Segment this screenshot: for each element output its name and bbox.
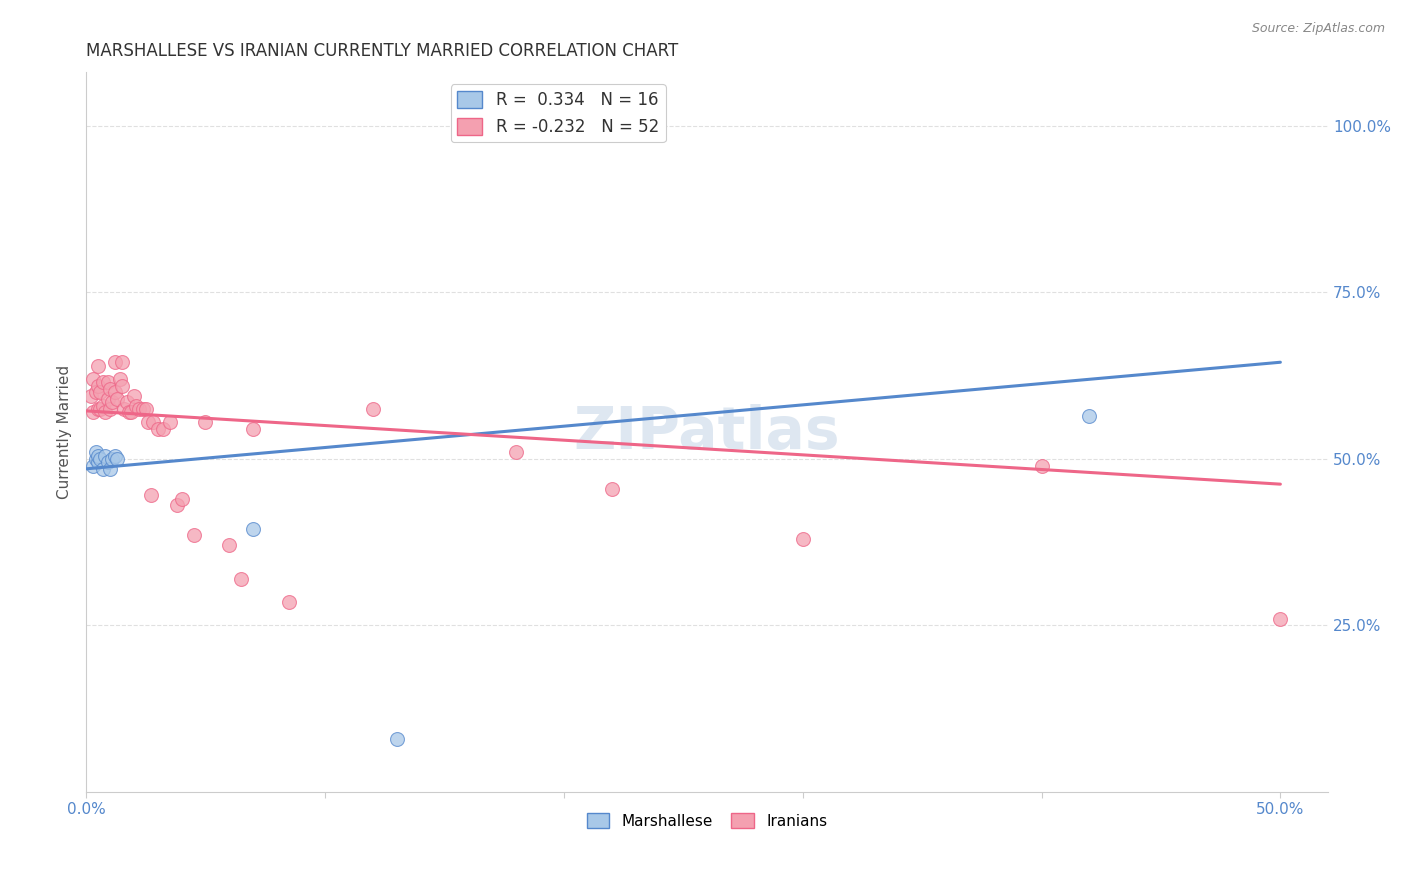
Legend: Marshallese, Iranians: Marshallese, Iranians — [581, 806, 834, 835]
Point — [91, 399, 114, 413]
Point — [97, 455, 120, 469]
Point — [89, 451, 111, 466]
Point — [104, 385, 127, 400]
Point — [82, 405, 104, 419]
Y-axis label: Currently Married: Currently Married — [58, 365, 72, 500]
Point — [1270, 612, 1292, 626]
Point — [82, 372, 104, 386]
Point — [361, 401, 384, 416]
Point — [80, 388, 103, 402]
Point — [139, 488, 162, 502]
Point — [87, 378, 110, 392]
Point — [91, 462, 114, 476]
Point — [87, 401, 110, 416]
Point — [108, 372, 131, 386]
Point — [142, 415, 165, 429]
Point — [146, 422, 169, 436]
Point — [118, 405, 141, 419]
Point — [120, 405, 142, 419]
Point — [87, 455, 110, 469]
Point — [98, 462, 121, 476]
Point — [1078, 409, 1101, 423]
Point — [91, 376, 114, 390]
Point — [183, 528, 205, 542]
Point — [505, 445, 527, 459]
Point — [1031, 458, 1053, 473]
Point — [136, 415, 159, 429]
Point — [231, 572, 253, 586]
Point — [166, 499, 188, 513]
Text: MARSHALLESE VS IRANIAN CURRENTLY MARRIED CORRELATION CHART: MARSHALLESE VS IRANIAN CURRENTLY MARRIED… — [86, 42, 678, 60]
Point — [128, 401, 150, 416]
Point — [84, 385, 107, 400]
Point — [101, 395, 124, 409]
Point — [132, 401, 155, 416]
Point — [111, 378, 134, 392]
Point — [104, 355, 127, 369]
Point — [125, 399, 148, 413]
Point — [170, 491, 193, 506]
Point — [152, 422, 174, 436]
Point — [111, 355, 134, 369]
Point — [94, 405, 117, 419]
Point — [159, 415, 181, 429]
Point — [104, 449, 127, 463]
Point — [242, 422, 264, 436]
Point — [101, 451, 124, 466]
Point — [792, 532, 814, 546]
Point — [89, 401, 111, 416]
Point — [112, 401, 135, 416]
Point — [89, 385, 111, 400]
Point — [600, 482, 623, 496]
Point — [98, 401, 121, 416]
Point — [97, 392, 120, 406]
Point — [122, 388, 145, 402]
Point — [242, 522, 264, 536]
Point — [194, 415, 217, 429]
Point — [82, 458, 104, 473]
Point — [87, 359, 110, 373]
Point — [135, 401, 157, 416]
Point — [87, 449, 110, 463]
Point — [385, 731, 408, 746]
Point — [84, 445, 107, 459]
Point — [97, 376, 120, 390]
Text: ZIPatlas: ZIPatlas — [574, 404, 841, 460]
Point — [105, 451, 128, 466]
Point — [218, 538, 240, 552]
Text: Source: ZipAtlas.com: Source: ZipAtlas.com — [1251, 22, 1385, 36]
Point — [94, 449, 117, 463]
Point — [278, 595, 301, 609]
Point — [115, 395, 138, 409]
Point — [98, 382, 121, 396]
Point — [84, 451, 107, 466]
Point — [105, 392, 128, 406]
